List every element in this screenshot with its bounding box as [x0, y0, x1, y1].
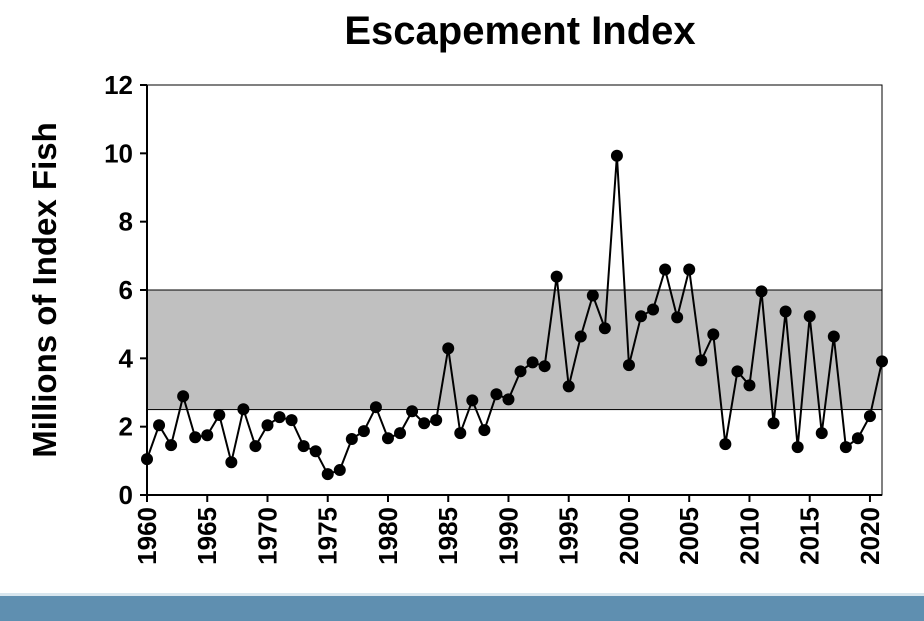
data-point: [527, 356, 539, 368]
data-point: [322, 468, 334, 480]
data-point: [165, 439, 177, 451]
data-point: [249, 440, 261, 452]
data-point: [840, 441, 852, 453]
chart: Escapement Index Millions of Index Fish …: [0, 0, 924, 621]
data-point: [515, 365, 527, 377]
data-point: [478, 424, 490, 436]
shaded-range: [147, 290, 882, 410]
data-point: [298, 440, 310, 452]
data-point: [261, 419, 273, 431]
data-point: [768, 417, 780, 429]
data-point: [418, 417, 430, 429]
data-point: [695, 354, 707, 366]
data-point: [466, 394, 478, 406]
data-point: [286, 414, 298, 426]
y-tick-label: 4: [119, 343, 134, 373]
x-tick-label: 1980: [373, 507, 403, 565]
data-point: [683, 264, 695, 276]
data-point: [153, 419, 165, 431]
data-point: [310, 445, 322, 457]
data-point: [551, 271, 563, 283]
data-point: [430, 414, 442, 426]
data-point: [659, 264, 671, 276]
data-point: [599, 322, 611, 334]
data-point: [237, 403, 249, 415]
data-point: [804, 310, 816, 322]
y-tick-label: 0: [119, 480, 133, 510]
data-point: [358, 425, 370, 437]
data-point: [719, 438, 731, 450]
data-point: [611, 150, 623, 162]
data-point: [852, 432, 864, 444]
data-point: [442, 342, 454, 354]
data-point: [454, 427, 466, 439]
data-point: [563, 380, 575, 392]
data-point: [756, 285, 768, 297]
chart-title: Escapement Index: [344, 9, 695, 53]
data-point: [539, 360, 551, 372]
data-point: [382, 432, 394, 444]
y-axis-label: Millions of Index Fish: [26, 122, 63, 458]
x-tick-label: 2020: [855, 507, 885, 565]
data-point: [635, 310, 647, 322]
x-tick-label: 1995: [554, 507, 584, 565]
data-point: [490, 388, 502, 400]
x-tick-label: 1990: [493, 507, 523, 565]
data-point: [370, 401, 382, 413]
data-point: [213, 409, 225, 421]
y-tick-label: 8: [119, 207, 133, 237]
x-tick-label: 1965: [192, 507, 222, 565]
data-point: [792, 441, 804, 453]
x-tick-label: 1975: [313, 507, 343, 565]
y-tick-label: 2: [119, 412, 133, 442]
data-point: [743, 379, 755, 391]
x-tick-label: 1960: [132, 507, 162, 565]
y-tick-label: 12: [104, 70, 133, 100]
x-tick-label: 2005: [674, 507, 704, 565]
data-point: [623, 359, 635, 371]
data-point: [780, 306, 792, 318]
data-point: [346, 433, 358, 445]
footer-line: [0, 593, 924, 596]
data-point: [707, 328, 719, 340]
data-point: [731, 365, 743, 377]
data-point: [225, 456, 237, 468]
footer-strip: [0, 593, 924, 621]
data-point: [406, 405, 418, 417]
data-point: [274, 411, 286, 423]
y-tick-label: 6: [119, 275, 133, 305]
data-point: [575, 330, 587, 342]
x-tick-label: 2010: [734, 507, 764, 565]
data-point: [876, 355, 888, 367]
data-point: [201, 429, 213, 441]
data-point: [189, 431, 201, 443]
data-point: [587, 289, 599, 301]
x-tick-label: 1970: [252, 507, 282, 565]
y-tick-label: 10: [104, 138, 133, 168]
x-tick-label: 2015: [795, 507, 825, 565]
x-tick-label: 1985: [433, 507, 463, 565]
data-point: [864, 410, 876, 422]
x-tick-label: 2000: [614, 507, 644, 565]
data-point: [502, 393, 514, 405]
data-point: [671, 311, 683, 323]
data-point: [816, 427, 828, 439]
data-point: [394, 427, 406, 439]
data-point: [647, 303, 659, 315]
data-point: [141, 453, 153, 465]
data-point: [828, 330, 840, 342]
data-point: [177, 390, 189, 402]
data-point: [334, 464, 346, 476]
